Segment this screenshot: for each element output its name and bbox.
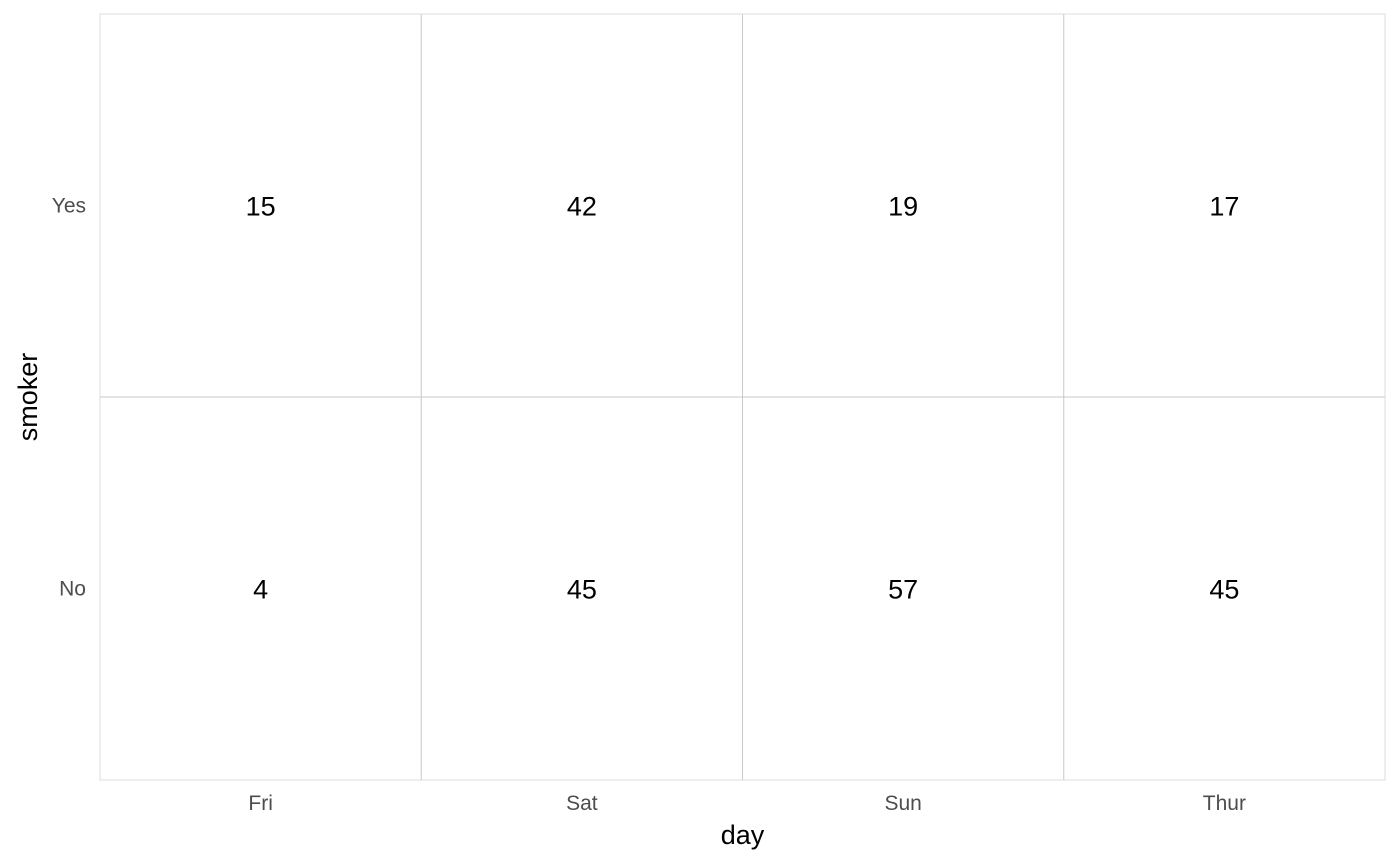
panel-border [99,13,1386,781]
x-tick-label: Thur [1203,792,1246,815]
x-tick-label: Fri [248,792,273,815]
x-tick-label: Sun [884,792,921,815]
cell-value-label: 17 [1209,192,1239,222]
cell-value-label: 45 [1209,575,1239,605]
cell-value-label: 57 [888,575,918,605]
cell-value-label: 45 [567,575,597,605]
x-axis-title: day [721,820,765,850]
cell-value-label: 4 [253,575,268,605]
cell-value-label: 42 [567,192,597,222]
y-tick-labels: Yes No [52,195,86,601]
y-axis-title: smoker [13,353,43,442]
y-tick-label: No [59,578,86,601]
x-tick-labels: Fri Sat Sun Thur [248,792,1246,815]
cell-value-label: 19 [888,192,918,222]
cell-value-label: 15 [246,192,276,222]
x-tick-label: Sat [566,792,598,815]
cell-labels: 15 42 19 17 4 45 57 45 [246,192,1240,605]
y-tick-label: Yes [52,195,86,218]
grid-lines [100,14,1385,780]
